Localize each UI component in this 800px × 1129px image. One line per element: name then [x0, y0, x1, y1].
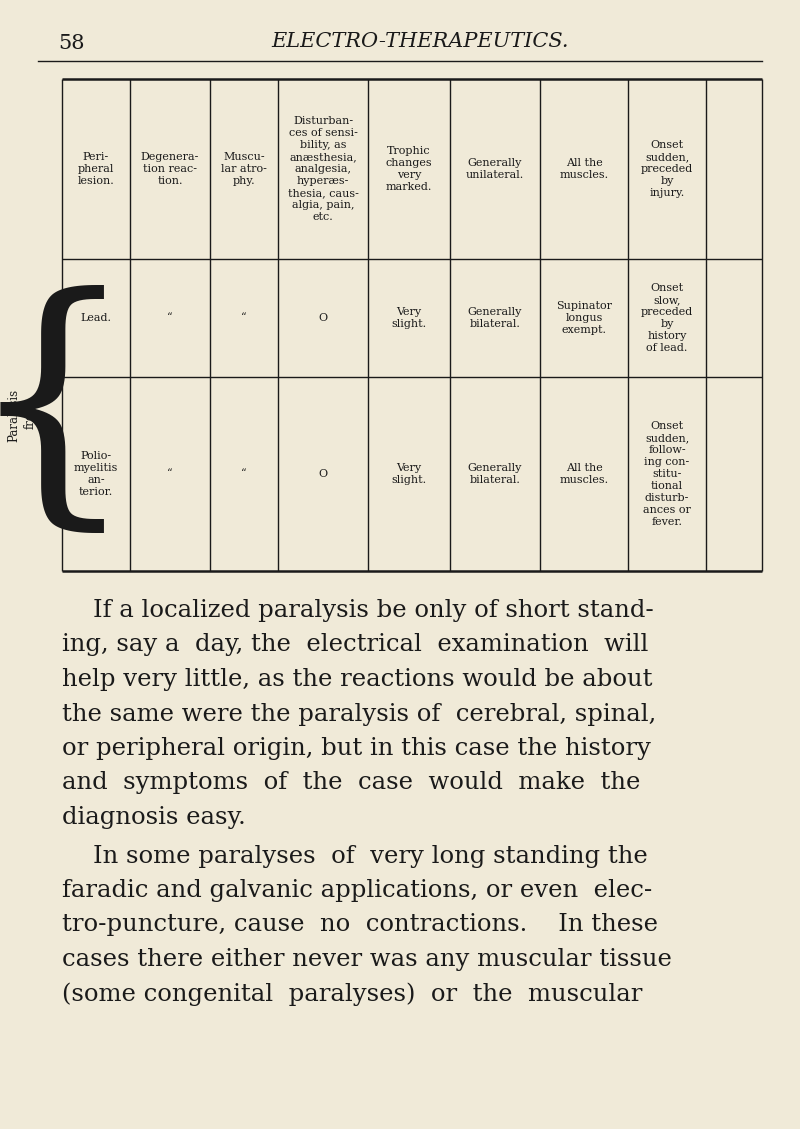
Text: help very little, as the reactions would be about: help very little, as the reactions would… — [62, 668, 653, 691]
Text: Onset
sudden,
follow-
ing con-
stitu-
tional
disturb-
ances or
fever.: Onset sudden, follow- ing con- stitu- ti… — [643, 421, 691, 527]
Text: “: “ — [167, 469, 173, 479]
Text: O: O — [318, 313, 327, 323]
Text: Muscu-
lar atro-
phy.: Muscu- lar atro- phy. — [221, 152, 267, 186]
Text: tro-puncture, cause  no  contractions.    In these: tro-puncture, cause no contractions. In … — [62, 913, 658, 936]
Text: Onset
slow,
preceded
by
history
of lead.: Onset slow, preceded by history of lead. — [641, 283, 693, 353]
Text: O: O — [318, 469, 327, 479]
Text: cases there either never was any muscular tissue: cases there either never was any muscula… — [62, 948, 672, 971]
Text: All the
muscles.: All the muscles. — [559, 158, 609, 180]
Text: Very
slight.: Very slight. — [391, 463, 426, 485]
Text: Degenera-
tion reac-
tion.: Degenera- tion reac- tion. — [141, 152, 199, 186]
Text: “: “ — [241, 313, 247, 323]
Text: Generally
bilateral.: Generally bilateral. — [468, 463, 522, 485]
Text: Generally
unilateral.: Generally unilateral. — [466, 158, 524, 180]
Text: {: { — [0, 285, 138, 545]
Text: Polio-
myelitis
an-
terior.: Polio- myelitis an- terior. — [74, 450, 118, 497]
Text: If a localized paralysis be only of short stand-: If a localized paralysis be only of shor… — [62, 599, 654, 622]
Text: “: “ — [167, 313, 173, 323]
Text: the same were the paralysis of  cerebral, spinal,: the same were the paralysis of cerebral,… — [62, 702, 656, 726]
Text: Trophic
changes
very
marked.: Trophic changes very marked. — [386, 146, 432, 192]
Text: Supinator
longus
exempt.: Supinator longus exempt. — [556, 301, 612, 335]
Text: In some paralyses  of  very long standing the: In some paralyses of very long standing … — [62, 844, 648, 867]
Text: Peri-
pheral
lesion.: Peri- pheral lesion. — [78, 152, 114, 186]
Text: Generally
bilateral.: Generally bilateral. — [468, 307, 522, 329]
Text: (some congenital  paralyses)  or  the  muscular: (some congenital paralyses) or the muscu… — [62, 982, 642, 1006]
Text: Paralysis
from: Paralysis from — [7, 388, 37, 441]
Text: faradic and galvanic applications, or even  elec-: faradic and galvanic applications, or ev… — [62, 879, 652, 902]
Text: or peripheral origin, but in this case the history: or peripheral origin, but in this case t… — [62, 737, 651, 760]
Text: and  symptoms  of  the  case  would  make  the: and symptoms of the case would make the — [62, 771, 640, 795]
Text: Very
slight.: Very slight. — [391, 307, 426, 329]
Text: diagnosis easy.: diagnosis easy. — [62, 806, 246, 829]
Text: Onset
sudden,
preceded
by
injury.: Onset sudden, preceded by injury. — [641, 140, 693, 198]
Text: Disturban-
ces of sensi-
bility, as
anæsthesia,
analgesia,
hyperæs-
thesia, caus: Disturban- ces of sensi- bility, as anæs… — [287, 116, 358, 222]
Text: Lead.: Lead. — [81, 313, 111, 323]
Text: All the
muscles.: All the muscles. — [559, 463, 609, 485]
Text: 58: 58 — [58, 34, 85, 53]
Text: ing, say a  day, the  electrical  examination  will: ing, say a day, the electrical examinati… — [62, 633, 648, 656]
Text: “: “ — [241, 469, 247, 479]
Text: ELECTRO-THERAPEUTICS.: ELECTRO-THERAPEUTICS. — [271, 32, 569, 51]
